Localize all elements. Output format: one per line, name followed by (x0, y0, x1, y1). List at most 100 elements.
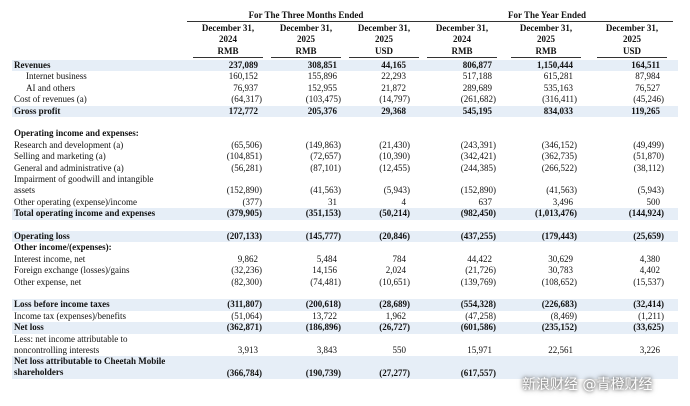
row-value: 615,281 (543, 71, 573, 82)
column-date: December 31, (605, 23, 659, 33)
row-label: Other operating (expense)/income (14, 196, 137, 207)
row-value: (32,236) (231, 265, 262, 276)
column-currency: USD (622, 46, 641, 56)
row-value: 152,955 (307, 82, 337, 93)
row-value: (45,246) (633, 94, 664, 105)
row-value: (32,414) (633, 299, 664, 310)
row-label: Selling and marketing (a) (14, 151, 106, 162)
row-value: 31 (328, 196, 337, 207)
row-value: (362,871) (226, 322, 262, 333)
row-value: (8,469) (550, 310, 577, 321)
column-currency: RMB (451, 46, 473, 56)
row-value: 15,971 (467, 345, 492, 355)
row-label: Total operating income and expenses (14, 208, 156, 219)
row-value: 535,163 (543, 82, 573, 93)
column-date: December 31, (435, 23, 489, 33)
row-value: 4 (401, 196, 407, 207)
row-value: (362,735) (541, 151, 577, 162)
row-value: (377) (242, 196, 263, 207)
total-row-band (12, 105, 678, 117)
column-currency: RMB (535, 46, 557, 56)
row-value: (41,563) (310, 185, 341, 196)
column-currency: USD (374, 46, 393, 56)
row-value: 164,511 (631, 60, 660, 70)
row-label: General and administrative (a) (14, 162, 124, 173)
row-value: (266,522) (541, 162, 577, 173)
row-value: (351,153) (305, 208, 341, 219)
column-year: 2025 (623, 34, 641, 44)
row-value: (21,430) (379, 139, 410, 150)
row-label: Interest income, net (14, 253, 86, 264)
row-value: (226,683) (541, 299, 577, 310)
row-value: (1,211) (638, 310, 664, 321)
column-year: 2025 (537, 34, 555, 44)
column-currency: RMB (295, 46, 317, 56)
row-value: (15,537) (633, 276, 664, 287)
column-year: 2025 (297, 34, 315, 44)
row-value: (152,890) (226, 185, 262, 196)
row-value: (601,586) (460, 322, 496, 333)
row-value: (103,475) (305, 94, 341, 105)
row-value: (49,499) (633, 139, 664, 150)
row-value: 76,527 (635, 82, 660, 93)
total-row-band (12, 299, 678, 311)
row-value: (12,455) (379, 162, 410, 173)
row-value: (25,659) (633, 231, 664, 241)
row-value: (311,807) (227, 299, 262, 310)
row-label: Cost of revenues (a) (14, 94, 87, 105)
row-value: 44,422 (467, 253, 492, 264)
row-value: (28,689) (379, 299, 410, 310)
row-value: (346,152) (541, 139, 577, 150)
row-value: (26,727) (379, 322, 410, 333)
row-value: (41,563) (546, 185, 577, 196)
row-value: (379,905) (226, 208, 262, 219)
row-value: (50,214) (379, 208, 410, 219)
row-label: Less: net income attributable to noncont… (14, 333, 128, 355)
row-value: 1,962 (385, 310, 406, 321)
column-date: December 31, (519, 23, 573, 33)
row-value: (20,846) (379, 231, 410, 241)
row-label: Operating income and expenses: (14, 128, 139, 139)
column-rule (271, 57, 341, 58)
row-value: 119,265 (631, 105, 660, 116)
row-value: (5,943) (383, 185, 410, 196)
row-value: 76,937 (233, 82, 258, 93)
row-value: (152,890) (460, 185, 496, 196)
row-value: (27,277) (379, 367, 410, 378)
row-value: 87,984 (635, 71, 660, 82)
row-value: (74,481) (310, 276, 341, 287)
row-value: (108,652) (541, 276, 577, 287)
row-label: Other expense, net (14, 276, 82, 287)
row-value: (342,421) (460, 151, 496, 162)
row-value: (243,391) (460, 139, 496, 150)
column-date: December 31, (357, 23, 411, 33)
row-value: (144,924) (628, 208, 664, 219)
row-value: (207,133) (226, 231, 262, 241)
column-year: 2024 (453, 34, 471, 44)
row-value: (56,281) (231, 162, 262, 173)
row-value: 172,772 (228, 105, 258, 116)
row-value: 30,783 (548, 265, 573, 276)
column-rule (511, 57, 581, 58)
row-value: (5,943) (637, 185, 664, 196)
total-row-band (12, 322, 678, 334)
row-value: 3,843 (316, 345, 337, 355)
row-value: (200,618) (305, 299, 341, 310)
row-value: (617,557) (460, 367, 496, 378)
row-value: (982,450) (460, 208, 496, 219)
row-value: 550 (392, 345, 407, 355)
row-value: (235,152) (541, 322, 577, 333)
row-value: (51,064) (231, 310, 262, 321)
column-date: December 31, (201, 23, 255, 33)
row-label: Net loss attributable to Cheetah Mobile … (14, 356, 166, 378)
row-value: (1,013,476) (535, 208, 577, 219)
row-value: 637 (478, 196, 493, 207)
row-label: Internet business (26, 71, 87, 82)
row-value: 155,896 (307, 71, 337, 82)
row-label: Net loss (14, 322, 44, 333)
column-year: 2024 (219, 34, 237, 44)
column-rule (193, 57, 263, 58)
watermark: 新浪财经 @青橙财经 (522, 377, 653, 393)
row-value: 3,913 (237, 345, 258, 355)
